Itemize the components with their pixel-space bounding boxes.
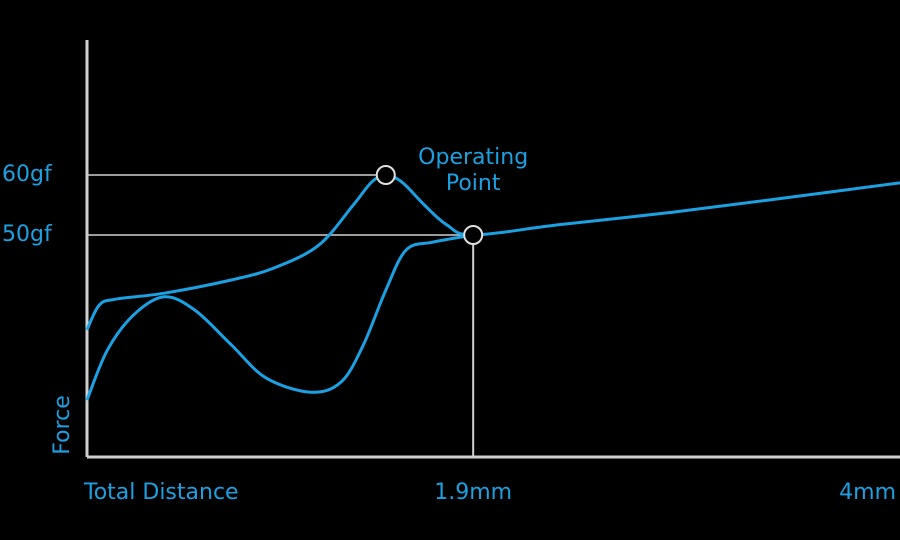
point-marker xyxy=(375,165,396,185)
x-tick-label: 1.9mm xyxy=(434,480,512,505)
x-axis-label: Total Distance xyxy=(83,480,239,505)
x-tick-label: 4mm xyxy=(839,480,896,505)
annotation: Operating Point xyxy=(418,145,529,196)
point-marker xyxy=(463,225,484,245)
y-tick-label: 50gf xyxy=(2,222,53,247)
y-tick-label: 60gf xyxy=(2,162,53,187)
y-axis-label: Force xyxy=(50,395,75,455)
force-curve xyxy=(85,233,474,401)
force-curve xyxy=(85,173,900,331)
